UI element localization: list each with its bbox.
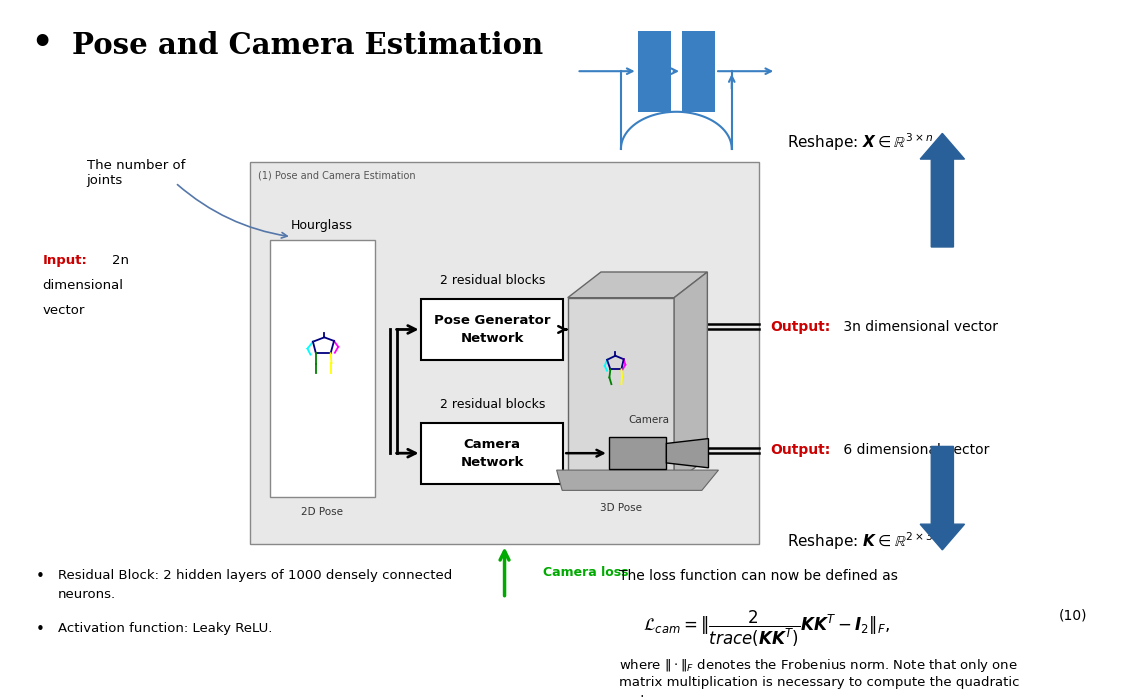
Text: Residual Block: 2 hidden layers of 1000 densely connected
neurons.: Residual Block: 2 hidden layers of 1000 … — [58, 569, 452, 602]
Text: scale.: scale. — [619, 695, 657, 697]
Text: Reshape: $\boldsymbol{K} \in \mathbb{R}^{2\times 3}$: Reshape: $\boldsymbol{K} \in \mathbb{R}^… — [787, 530, 933, 552]
Text: Camera
Network: Camera Network — [460, 438, 524, 468]
Text: 3n dimensional vector: 3n dimensional vector — [839, 320, 999, 334]
Text: 2D Pose: 2D Pose — [301, 507, 343, 517]
Text: where $\|\cdot\|_F$ denotes the Frobenius norm. Note that only one: where $\|\cdot\|_F$ denotes the Frobeniu… — [619, 657, 1018, 675]
FancyArrow shape — [921, 447, 965, 550]
Text: Output:: Output: — [770, 320, 831, 334]
Text: 2 residual blocks: 2 residual blocks — [440, 274, 545, 287]
Text: Camera loss: Camera loss — [543, 567, 629, 579]
Text: 2 residual blocks: 2 residual blocks — [440, 397, 545, 411]
Text: Pose Generator
Network: Pose Generator Network — [434, 314, 551, 345]
Text: (1) Pose and Camera Estimation: (1) Pose and Camera Estimation — [259, 171, 416, 181]
Text: matrix multiplication is necessary to compute the quadratic: matrix multiplication is necessary to co… — [619, 676, 1019, 689]
Text: •: • — [36, 569, 44, 585]
Text: dimensional: dimensional — [42, 279, 123, 292]
Bar — [422, 299, 563, 360]
Text: Activation function: Leaky ReLU.: Activation function: Leaky ReLU. — [58, 622, 273, 635]
Bar — [269, 240, 374, 497]
Text: 6 dimensional vector: 6 dimensional vector — [839, 443, 990, 457]
Text: •: • — [36, 622, 44, 637]
Text: (10): (10) — [1059, 608, 1087, 622]
Text: Pose and Camera Estimation: Pose and Camera Estimation — [72, 31, 543, 60]
Text: 2n: 2n — [112, 254, 129, 267]
Text: Camera: Camera — [628, 415, 670, 424]
Text: Output:: Output: — [770, 443, 831, 457]
Text: 3D Pose: 3D Pose — [599, 503, 642, 512]
Bar — [608, 437, 666, 469]
Bar — [682, 31, 715, 112]
Polygon shape — [674, 272, 707, 484]
Text: The loss function can now be defined as: The loss function can now be defined as — [619, 569, 898, 583]
Polygon shape — [568, 272, 707, 298]
Polygon shape — [556, 470, 718, 491]
Text: The number of
joints: The number of joints — [87, 159, 185, 187]
Text: •: • — [32, 27, 52, 60]
Text: vector: vector — [42, 304, 85, 316]
Text: $\mathcal{L}_{cam} = \|\dfrac{2}{trace(\boldsymbol{K}\boldsymbol{K}^T)}\boldsymb: $\mathcal{L}_{cam} = \|\dfrac{2}{trace(\… — [644, 608, 890, 649]
Bar — [638, 31, 671, 112]
Polygon shape — [666, 438, 708, 468]
Text: Input:: Input: — [42, 254, 87, 267]
Bar — [250, 162, 760, 544]
Text: Reshape: $\boldsymbol{X} \in \mathbb{R}^{3\times n}$: Reshape: $\boldsymbol{X} \in \mathbb{R}^… — [787, 131, 933, 153]
Polygon shape — [568, 298, 674, 484]
FancyArrow shape — [921, 133, 965, 247]
Bar — [422, 423, 563, 484]
Text: Hourglass: Hourglass — [291, 219, 353, 232]
